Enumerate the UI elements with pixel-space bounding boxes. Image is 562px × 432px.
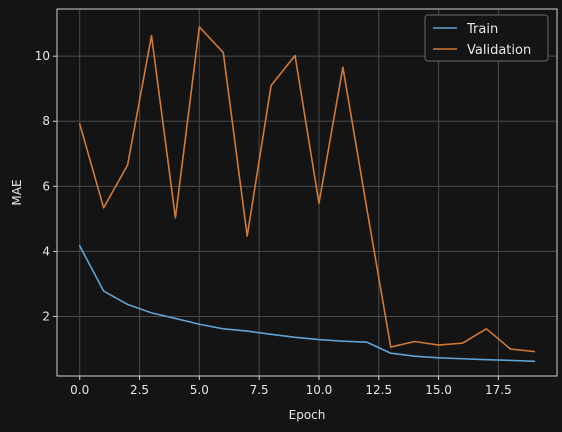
x-axis: 0.0 2.5 5.0 7.5 10.0 12.5 15.0 17.5 [70,376,512,397]
x-axis-label: Epoch [289,408,326,422]
y-tick-label: 10 [35,49,50,63]
plot-frame [56,8,558,377]
series-line-train [78,245,536,363]
y-tick-label: 6 [42,179,50,193]
y-axis: 2 4 6 8 10 [35,49,57,323]
legend-entry-validation: Validation [467,43,531,58]
x-tick-label: 2.5 [130,383,149,397]
plot-area [57,9,557,376]
x-tick-label: 7.5 [250,383,269,397]
x-tick-label: 15.0 [425,383,452,397]
x-tick-label: 0.0 [70,383,89,397]
legend-entry-train: Train [466,22,498,37]
x-tick-label: 5.0 [190,383,209,397]
series-line-validation [78,26,536,353]
y-tick-label: 2 [42,309,50,323]
y-tick-label: 8 [42,114,50,128]
series-layer [78,26,536,363]
y-axis-label: MAE [10,179,24,205]
legend: Train Validation [424,14,549,62]
x-tick-label: 12.5 [365,383,392,397]
y-tick-label: 4 [42,244,50,258]
x-tick-label: 10.0 [306,383,333,397]
grid [57,9,557,376]
x-tick-label: 17.5 [485,383,512,397]
